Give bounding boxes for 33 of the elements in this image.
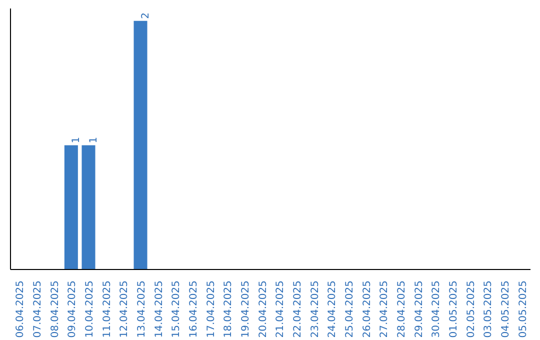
x-tick-label: 17.04.2025 xyxy=(206,280,217,338)
x-tick-label: 27.04.2025 xyxy=(379,280,390,338)
x-tick-label: 19.04.2025 xyxy=(240,280,252,338)
x-tick-label: 18.04.2025 xyxy=(223,280,234,338)
data-label: 1 xyxy=(71,136,82,144)
x-tick-label: 26.04.2025 xyxy=(362,280,373,338)
x-tick-label: 03.05.2025 xyxy=(483,280,494,338)
x-tick-label: 08.04.2025 xyxy=(50,280,61,338)
x-tick-label: 20.04.2025 xyxy=(258,280,269,338)
x-tick-label: 15.04.2025 xyxy=(171,280,182,338)
x-tick-label: 30.04.2025 xyxy=(431,280,442,338)
x-tick-label: 16.04.2025 xyxy=(188,280,200,338)
x-tick-label: 13.04.2025 xyxy=(136,280,148,338)
x-tick-label: 07.04.2025 xyxy=(32,280,44,338)
x-tick-label: 28.04.2025 xyxy=(396,280,408,338)
data-label: 1 xyxy=(88,136,100,144)
x-tick-label: 21.04.2025 xyxy=(275,280,286,338)
data-label: 2 xyxy=(140,12,152,19)
x-tick-label: 23.04.2025 xyxy=(310,280,321,338)
x-tick-label: 05.05.2025 xyxy=(518,280,529,338)
x-tick-label: 25.04.2025 xyxy=(344,280,356,338)
x-tick-label: 09.04.2025 xyxy=(67,280,78,338)
x-tick-label: 11.04.2025 xyxy=(102,280,113,338)
x-tick-label: 24.04.2025 xyxy=(327,280,338,338)
x-tick-label: 12.04.2025 xyxy=(119,280,130,338)
x-tick-label: 06.04.2025 xyxy=(15,280,26,338)
x-tick-label: 10.04.2025 xyxy=(84,280,96,338)
x-tick-label: 01.05.2025 xyxy=(448,280,460,338)
x-tick-label: 04.05.2025 xyxy=(500,280,512,338)
x-tick-label: 22.04.2025 xyxy=(292,280,304,338)
x-tick-label: 02.05.2025 xyxy=(466,280,477,338)
x-tick-label: 14.04.2025 xyxy=(154,280,165,338)
x-tick-label: 29.04.2025 xyxy=(414,280,425,338)
